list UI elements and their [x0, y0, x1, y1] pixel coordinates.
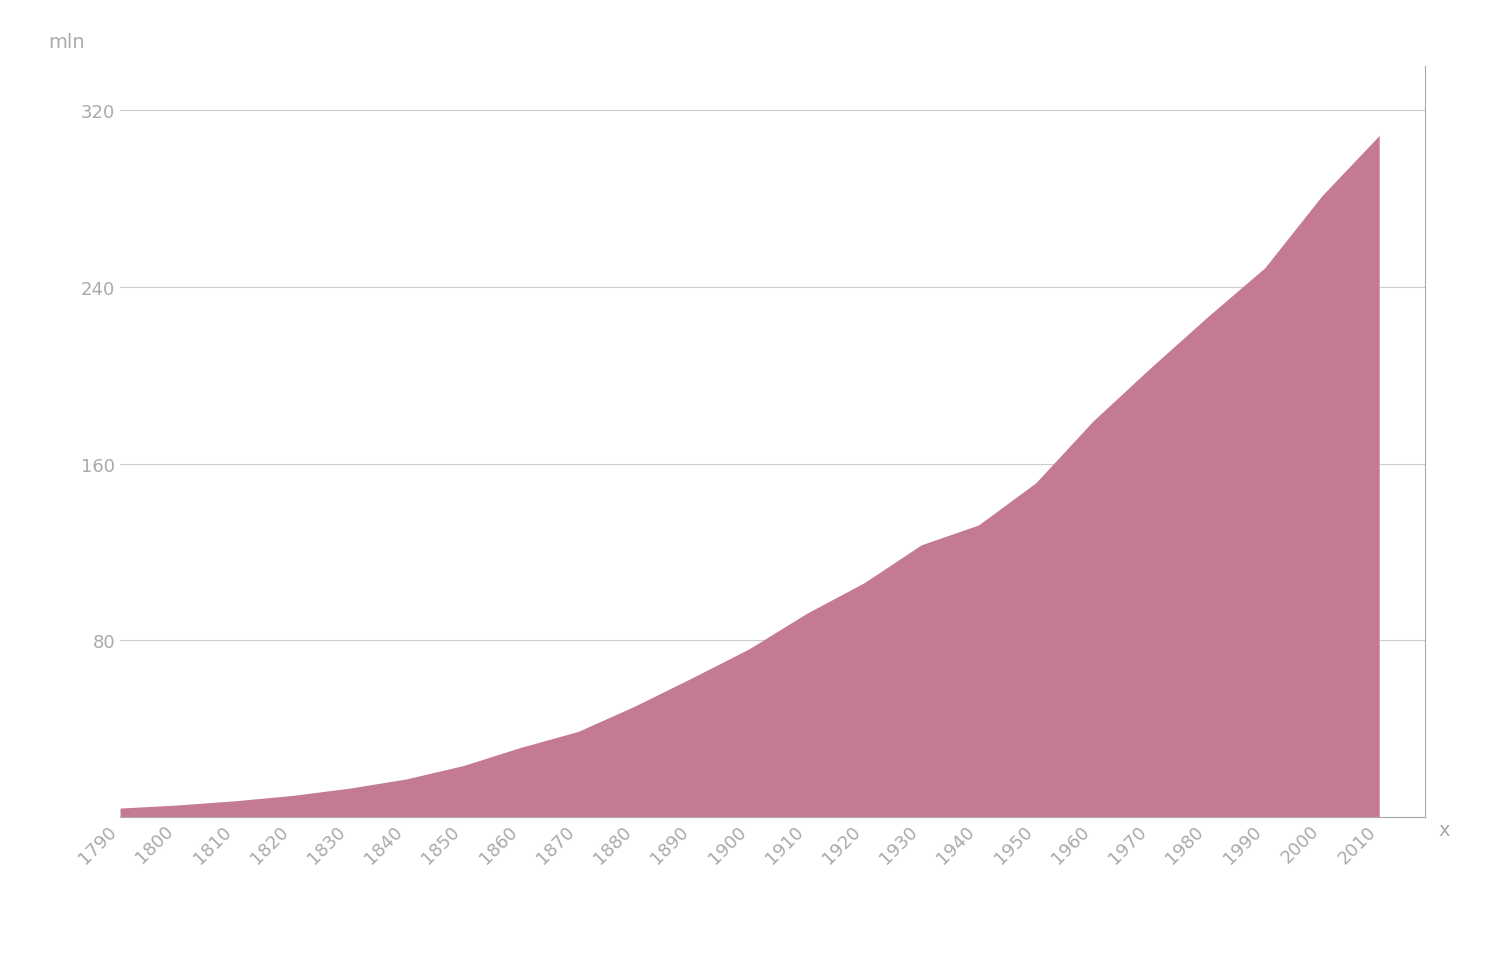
- Text: x: x: [1438, 821, 1449, 840]
- Text: mln: mln: [48, 34, 86, 52]
